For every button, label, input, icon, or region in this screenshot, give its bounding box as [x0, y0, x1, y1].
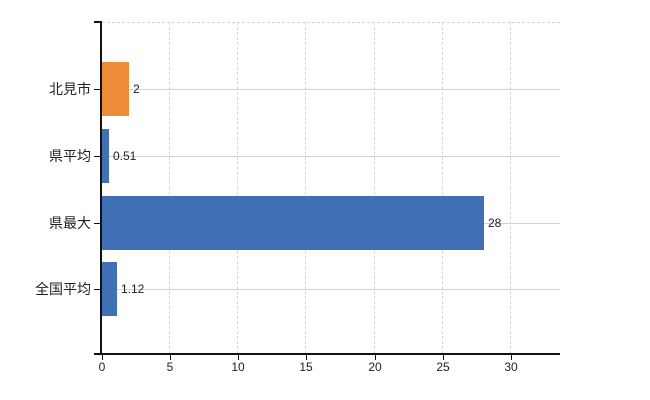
category-tick-mark — [94, 289, 101, 290]
vertical-gridline — [374, 22, 375, 354]
category-label: 北見市 — [49, 81, 91, 97]
category-label: 県平均 — [49, 148, 91, 164]
plot-area: 2 0.51 28 1.12 — [102, 22, 560, 354]
vertical-gridline — [510, 22, 511, 354]
y-axis-top-cap — [94, 21, 102, 23]
bar-value-label: 2 — [133, 82, 140, 96]
bar — [102, 62, 129, 116]
vertical-gridline — [305, 22, 306, 354]
bar — [102, 262, 117, 316]
x-tick-mark — [170, 355, 171, 360]
category-tick-mark — [94, 156, 101, 157]
x-tick-mark — [511, 355, 512, 360]
horizontal-gridline — [102, 289, 560, 290]
x-tick-label: 15 — [299, 360, 313, 374]
x-axis-line — [94, 353, 560, 355]
plot-top-border — [102, 22, 560, 23]
bar-value-label: 1.12 — [121, 282, 145, 296]
x-tick-label: 20 — [368, 360, 382, 374]
category-tick-mark — [94, 223, 101, 224]
bar — [102, 196, 484, 250]
y-axis-line — [100, 22, 102, 354]
bar-value-label: 28 — [488, 216, 502, 230]
x-tick-label: 5 — [166, 360, 174, 374]
bar-value-label: 0.51 — [113, 149, 137, 163]
x-tick-mark — [238, 355, 239, 360]
x-tick-label: 10 — [231, 360, 245, 374]
category-label: 全国平均 — [35, 281, 91, 297]
vertical-gridline — [442, 22, 443, 354]
bar — [102, 129, 109, 183]
x-tick-mark — [443, 355, 444, 360]
vertical-gridline — [237, 22, 238, 354]
x-tick-label: 0 — [98, 360, 106, 374]
x-tick-mark — [306, 355, 307, 360]
horizontal-gridline — [102, 156, 560, 157]
category-tick-mark — [94, 89, 101, 90]
category-label: 県最大 — [49, 215, 91, 231]
vertical-gridline — [169, 22, 170, 354]
x-tick-mark — [375, 355, 376, 360]
horizontal-gridline — [102, 89, 560, 90]
x-tick-mark — [102, 355, 103, 360]
x-tick-label: 25 — [436, 360, 450, 374]
x-tick-label: 30 — [504, 360, 518, 374]
